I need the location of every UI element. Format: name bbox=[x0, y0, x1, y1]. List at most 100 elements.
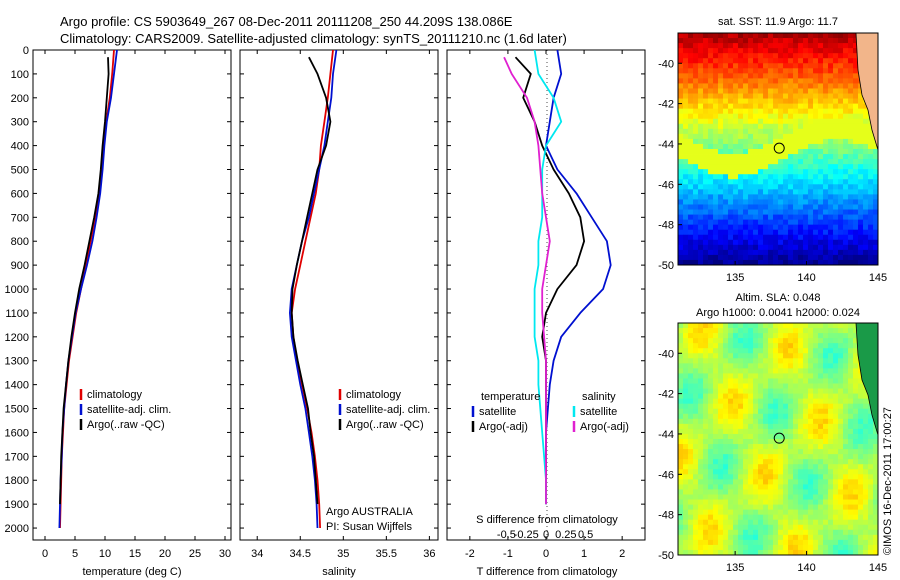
map-cell bbox=[823, 38, 829, 44]
map-cell bbox=[838, 403, 844, 410]
map-cell bbox=[833, 418, 839, 425]
map-cell bbox=[723, 509, 729, 516]
map-cell bbox=[758, 239, 764, 246]
map-cell bbox=[818, 484, 824, 490]
map-cell bbox=[778, 174, 784, 180]
map-cell bbox=[813, 343, 819, 349]
map-cell bbox=[713, 224, 719, 231]
map-cell bbox=[828, 83, 834, 89]
map-cell bbox=[783, 363, 789, 369]
map-cell bbox=[818, 249, 824, 256]
map-cell bbox=[728, 464, 734, 470]
map-cell bbox=[778, 33, 784, 39]
map-cell bbox=[783, 514, 789, 521]
map-cell bbox=[698, 219, 704, 226]
map-cell bbox=[788, 138, 794, 145]
map-cell bbox=[693, 38, 699, 44]
map-cell bbox=[773, 244, 779, 251]
map-cell bbox=[858, 254, 864, 261]
map-cell bbox=[818, 393, 824, 400]
map-cell bbox=[763, 524, 769, 531]
map-cell bbox=[773, 58, 779, 64]
map-cell bbox=[823, 219, 829, 226]
map-cell bbox=[763, 388, 769, 395]
map-cell bbox=[778, 123, 784, 130]
map-cell bbox=[748, 33, 754, 39]
map-cell bbox=[683, 323, 689, 329]
map-cell bbox=[783, 149, 789, 155]
map-cell bbox=[783, 439, 789, 445]
map-cell bbox=[778, 388, 784, 395]
map-cell bbox=[723, 504, 729, 511]
map-cell bbox=[848, 209, 854, 215]
map-cell bbox=[833, 128, 839, 135]
map-cell bbox=[818, 504, 824, 511]
map-cell bbox=[783, 88, 789, 94]
map-cell bbox=[873, 514, 878, 521]
map-cell bbox=[763, 53, 769, 59]
map-cell bbox=[693, 398, 699, 405]
map-cell bbox=[693, 328, 699, 334]
map-cell bbox=[733, 479, 739, 485]
map-cell bbox=[718, 474, 724, 480]
map-cell bbox=[788, 63, 794, 69]
map-cell bbox=[823, 73, 829, 79]
map-cell bbox=[698, 529, 704, 536]
map-cell bbox=[853, 353, 859, 359]
map-cell bbox=[743, 174, 749, 180]
map-cell bbox=[808, 469, 814, 475]
map-cell bbox=[813, 413, 819, 420]
map-cell bbox=[843, 118, 849, 125]
map-cell bbox=[873, 464, 878, 470]
map-cell bbox=[788, 244, 794, 251]
map-cell bbox=[768, 143, 774, 150]
map-cell bbox=[853, 544, 859, 551]
map-cell bbox=[693, 388, 699, 395]
map-cell bbox=[683, 209, 689, 215]
map-cell bbox=[738, 229, 744, 236]
map-cell bbox=[858, 474, 864, 480]
map-cell bbox=[683, 343, 689, 349]
map-lon-label: 135 bbox=[726, 272, 744, 284]
map-cell bbox=[873, 234, 878, 241]
map-cell bbox=[678, 439, 684, 445]
map-cell bbox=[853, 408, 859, 415]
map-cell bbox=[738, 489, 744, 495]
map-cell bbox=[728, 459, 734, 465]
map-cell bbox=[713, 544, 719, 551]
map-cell bbox=[698, 108, 704, 115]
map-cell bbox=[863, 234, 869, 241]
map-cell bbox=[833, 383, 839, 389]
map-cell bbox=[678, 234, 684, 241]
map-cell bbox=[868, 408, 874, 415]
map-cell bbox=[808, 209, 814, 215]
map-cell bbox=[698, 234, 704, 241]
map-cell bbox=[843, 108, 849, 115]
map-cell bbox=[823, 93, 829, 99]
map-cell bbox=[813, 259, 819, 265]
map-cell bbox=[853, 524, 859, 531]
map-cell bbox=[873, 549, 878, 555]
map-cell bbox=[813, 398, 819, 405]
map-cell bbox=[848, 348, 854, 354]
map-cell bbox=[698, 209, 704, 215]
map-cell bbox=[788, 53, 794, 59]
map-cell bbox=[873, 444, 878, 450]
map-cell bbox=[853, 83, 859, 89]
map-cell bbox=[713, 48, 719, 54]
map-cell bbox=[798, 464, 804, 470]
map-cell bbox=[763, 249, 769, 256]
map-cell bbox=[843, 204, 849, 210]
map-cell bbox=[783, 368, 789, 374]
map-cell bbox=[693, 454, 699, 460]
map-cell bbox=[778, 259, 784, 265]
map-cell bbox=[743, 539, 749, 546]
map-cell bbox=[788, 254, 794, 261]
map-cell bbox=[818, 524, 824, 531]
map-cell bbox=[748, 378, 754, 384]
map-cell bbox=[853, 68, 859, 74]
map-cell bbox=[808, 343, 814, 349]
map-cell bbox=[768, 539, 774, 546]
map-cell bbox=[753, 249, 759, 256]
